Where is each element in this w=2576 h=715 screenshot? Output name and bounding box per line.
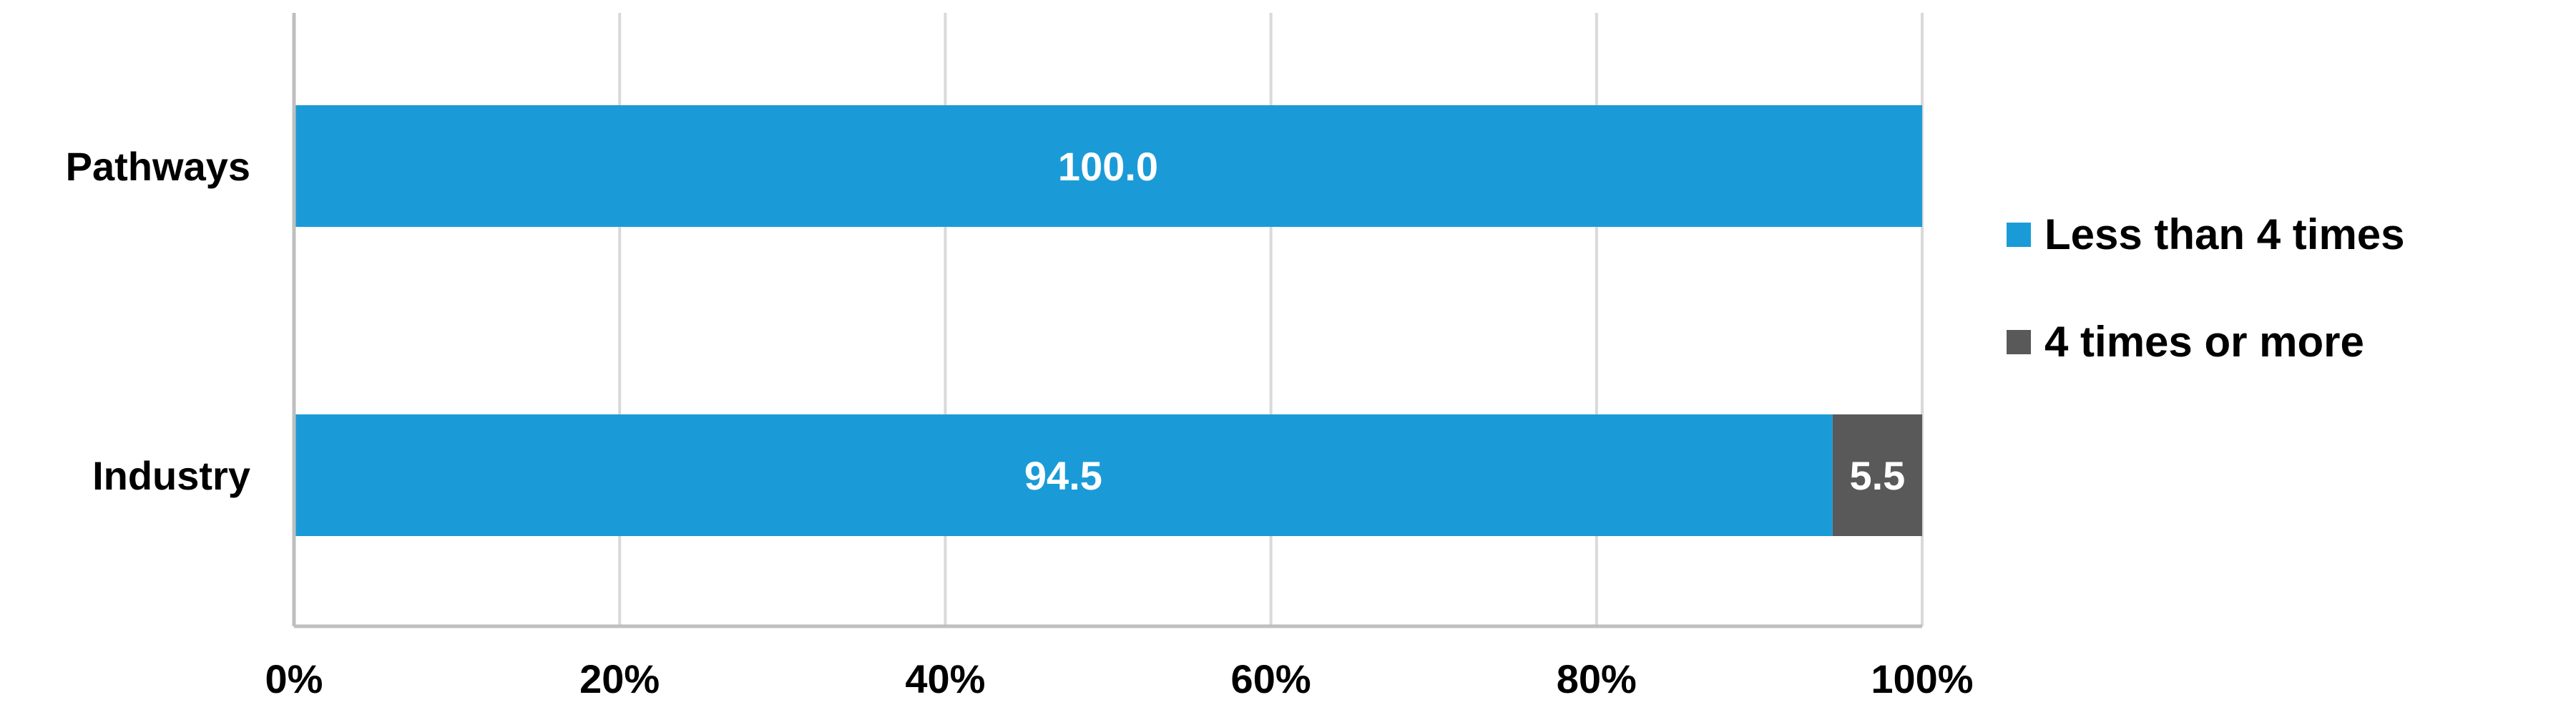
data-label: 5.5 [1849, 453, 1905, 498]
legend-label: 4 times or more [2044, 318, 2364, 366]
bar-segment [1832, 414, 1922, 536]
category-label: Pathways [66, 144, 250, 189]
legend: Less than 4 times 4 times or more [2007, 210, 2405, 366]
x-tick-label: 20% [579, 656, 660, 701]
x-tick-label: 80% [1557, 656, 1637, 701]
data-label: 100.0 [1058, 144, 1158, 189]
data-label: 94.5 [1024, 453, 1102, 498]
bar-segment [294, 105, 1922, 227]
legend-swatch [2007, 223, 2031, 247]
category-label: Industry [92, 453, 250, 498]
legend-swatch [2007, 330, 2031, 354]
bars: 100.0 94.5 5.5 [294, 105, 1922, 536]
x-tick-labels: 0% 20% 40% 60% 80% 100% [265, 656, 1974, 701]
x-tick-label: 60% [1231, 656, 1311, 701]
x-tick-label: 100% [1871, 656, 1973, 701]
legend-label: Less than 4 times [2044, 210, 2405, 258]
x-tick-label: 40% [905, 656, 985, 701]
category-labels: Pathways Industry [66, 144, 250, 498]
bar-segment [294, 414, 1833, 536]
x-tick-label: 0% [265, 656, 323, 701]
axes [292, 13, 1922, 628]
